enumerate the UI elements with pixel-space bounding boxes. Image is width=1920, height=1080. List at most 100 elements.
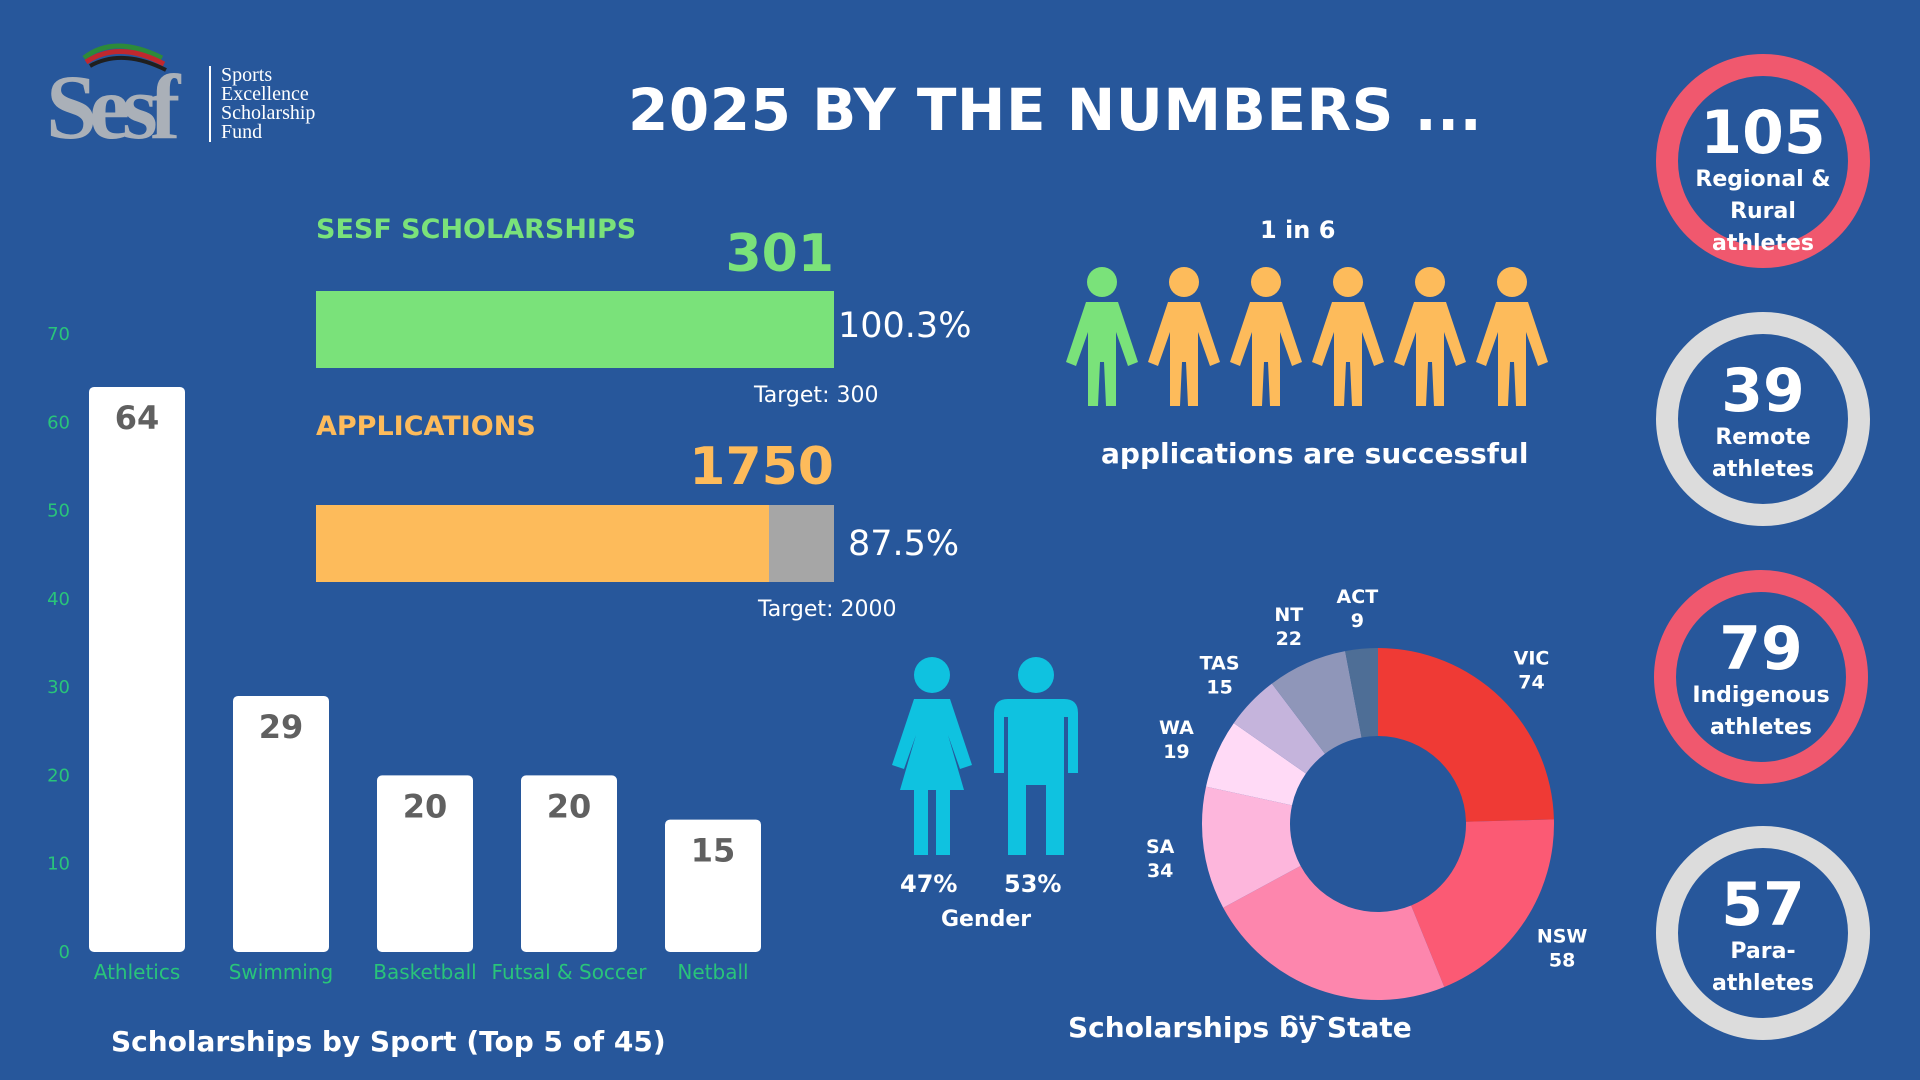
y-tick-label: 20 <box>47 765 70 786</box>
stat-number: 105 <box>1700 98 1826 168</box>
donut-slice-vic <box>1378 648 1554 822</box>
y-tick-label: 60 <box>47 412 70 433</box>
category-label: Futsal & Soccer <box>492 960 648 984</box>
stat-number: 39 <box>1721 356 1805 426</box>
y-tick-label: 0 <box>59 942 70 963</box>
gender-male-percent: 53% <box>1004 870 1062 898</box>
donut-slice-wa <box>1206 723 1306 806</box>
people-row <box>1066 267 1548 406</box>
applications-percent: 87.5% <box>848 524 960 564</box>
slice-label: ACT <box>1337 586 1379 608</box>
stat-label: Para- <box>1730 939 1796 964</box>
logo-line: Fund <box>221 121 263 143</box>
person-icon <box>1394 267 1466 406</box>
slice-label: NT <box>1274 604 1303 626</box>
bar-value-label: 64 <box>115 399 160 437</box>
slice-label: QLD <box>1282 1012 1326 1020</box>
state-chart-title: Scholarships by State <box>1068 1011 1412 1044</box>
slice-label: WA <box>1159 717 1194 739</box>
slice-value: 9 <box>1351 610 1364 632</box>
sport-bar-chart: 0 10 20 30 40 50 60 70 64 Athletics 29 Swimming 20 Ba… <box>47 324 761 984</box>
stat-label: Indigenous <box>1692 683 1830 708</box>
bar <box>521 775 617 952</box>
slice-value: 22 <box>1276 628 1302 650</box>
people-icons <box>1064 266 1564 411</box>
category-label: Netball <box>677 960 748 984</box>
applications-progress-fill <box>316 505 770 582</box>
scholarships-percent: 100.3% <box>838 306 972 346</box>
category-label: Athletics <box>94 960 181 984</box>
bar-value-label: 29 <box>259 708 304 746</box>
bar <box>665 819 761 952</box>
bar-value-label: 20 <box>403 787 448 825</box>
ratio-top-text: 1 in 6 <box>1260 216 1336 244</box>
donut-slice-nsw <box>1411 819 1554 988</box>
bar <box>89 386 185 952</box>
y-tick-label: 70 <box>47 324 70 345</box>
stat-circle-indigenous: 79 Indigenous athletes <box>1654 570 1868 784</box>
state-donut-chart: VIC74NSW58QLD70SA34WA19TAS15NT22ACT9 <box>1146 586 1588 1020</box>
logo-line: Sports <box>221 64 273 86</box>
stat-circle-remote: 39 Remote athletes <box>1656 312 1870 526</box>
logo-line: Excellence <box>221 83 309 105</box>
sesf-logo-mark: Sesf <box>46 43 190 158</box>
slice-value: 19 <box>1163 741 1189 763</box>
person-icon <box>1312 267 1384 406</box>
slice-label: SA <box>1146 836 1175 858</box>
ratio-bottom-text: applications are successful <box>1101 437 1529 470</box>
gender-label: Gender <box>941 907 1032 932</box>
stat-label: Remote <box>1715 425 1811 450</box>
bar <box>233 695 329 952</box>
stat-label: athletes <box>1709 715 1813 740</box>
donut-slice-nt <box>1271 651 1362 754</box>
stat-number: 79 <box>1719 614 1803 684</box>
slice-label: TAS <box>1200 652 1240 674</box>
gender-female-percent: 47% <box>900 870 958 898</box>
category-label: Swimming <box>229 960 334 984</box>
slice-value: 58 <box>1549 949 1575 971</box>
scholarships-label: SESF SCHOLARSHIPS <box>316 214 637 245</box>
y-tick-label: 50 <box>47 501 70 522</box>
bar-value-label: 20 <box>547 787 592 825</box>
slice-value: 15 <box>1206 676 1232 698</box>
person-icon <box>1476 267 1548 406</box>
slice-value: 34 <box>1147 860 1173 882</box>
slice-value: 74 <box>1518 671 1544 693</box>
sesf-logo: Sesf Sports Excellence Scholarship Fund <box>44 36 344 158</box>
female-icon <box>892 657 972 855</box>
donut-slice-sa <box>1202 786 1301 908</box>
applications-value: 1750 <box>689 437 834 497</box>
scholarships-target: Target: 300 <box>754 383 879 408</box>
stat-label: Rural athletes <box>1711 199 1815 256</box>
scholarships-value: 301 <box>725 224 834 284</box>
logo-line: Scholarship <box>221 102 316 124</box>
y-tick-label: 30 <box>47 677 70 698</box>
slice-label: VIC <box>1514 647 1550 669</box>
person-icon <box>1148 267 1220 406</box>
slice-label: NSW <box>1537 925 1588 947</box>
stat-label: Regional & <box>1695 167 1831 192</box>
person-icon-highlighted <box>1066 267 1138 406</box>
category-label: Basketball <box>373 960 476 984</box>
stat-label: athletes <box>1711 457 1815 482</box>
stat-circle-regional: 105 Regional & Rural athletes <box>1656 54 1870 268</box>
bar <box>377 775 473 952</box>
stat-number: 57 <box>1721 870 1805 940</box>
scholarships-progress-fill <box>316 291 834 368</box>
applications-progress-track <box>316 505 834 582</box>
person-icon <box>1230 267 1302 406</box>
applications-target: Target: 2000 <box>758 597 897 622</box>
applications-label: APPLICATIONS <box>316 411 536 442</box>
bar-value-label: 15 <box>691 832 736 870</box>
donut-slice-qld <box>1223 865 1445 1000</box>
donut-slice-act <box>1345 648 1378 738</box>
stat-circle-para: 57 Para- athletes <box>1656 826 1870 1040</box>
male-icon <box>994 657 1078 855</box>
logo-mark-text: Sesf <box>46 56 182 146</box>
y-tick-label: 10 <box>47 854 70 875</box>
gender-icons <box>880 655 1090 860</box>
stat-label: athletes <box>1711 971 1815 996</box>
y-tick-label: 40 <box>47 589 70 610</box>
logo-wordmark: Sports Excellence Scholarship Fund <box>209 64 316 143</box>
